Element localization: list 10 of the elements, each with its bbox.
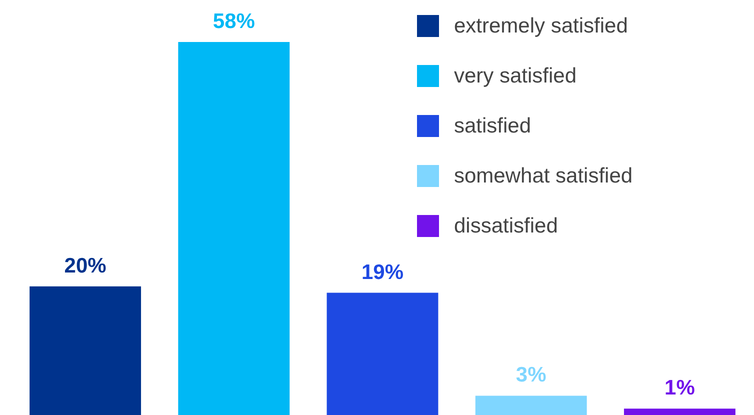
legend-label: satisfied [454, 114, 532, 138]
data-label: 58% [212, 10, 256, 33]
data-label: 20% [64, 254, 107, 278]
legend-label: extremely satisfied [454, 14, 628, 38]
legend-label: somewhat satisfied [454, 164, 633, 188]
legend-label: dissatisfied [454, 214, 558, 238]
data-label: 19% [361, 260, 404, 284]
legend-label: very satisfied [454, 64, 577, 88]
data-label: 3% [516, 364, 547, 387]
data-label: 1% [664, 376, 696, 400]
